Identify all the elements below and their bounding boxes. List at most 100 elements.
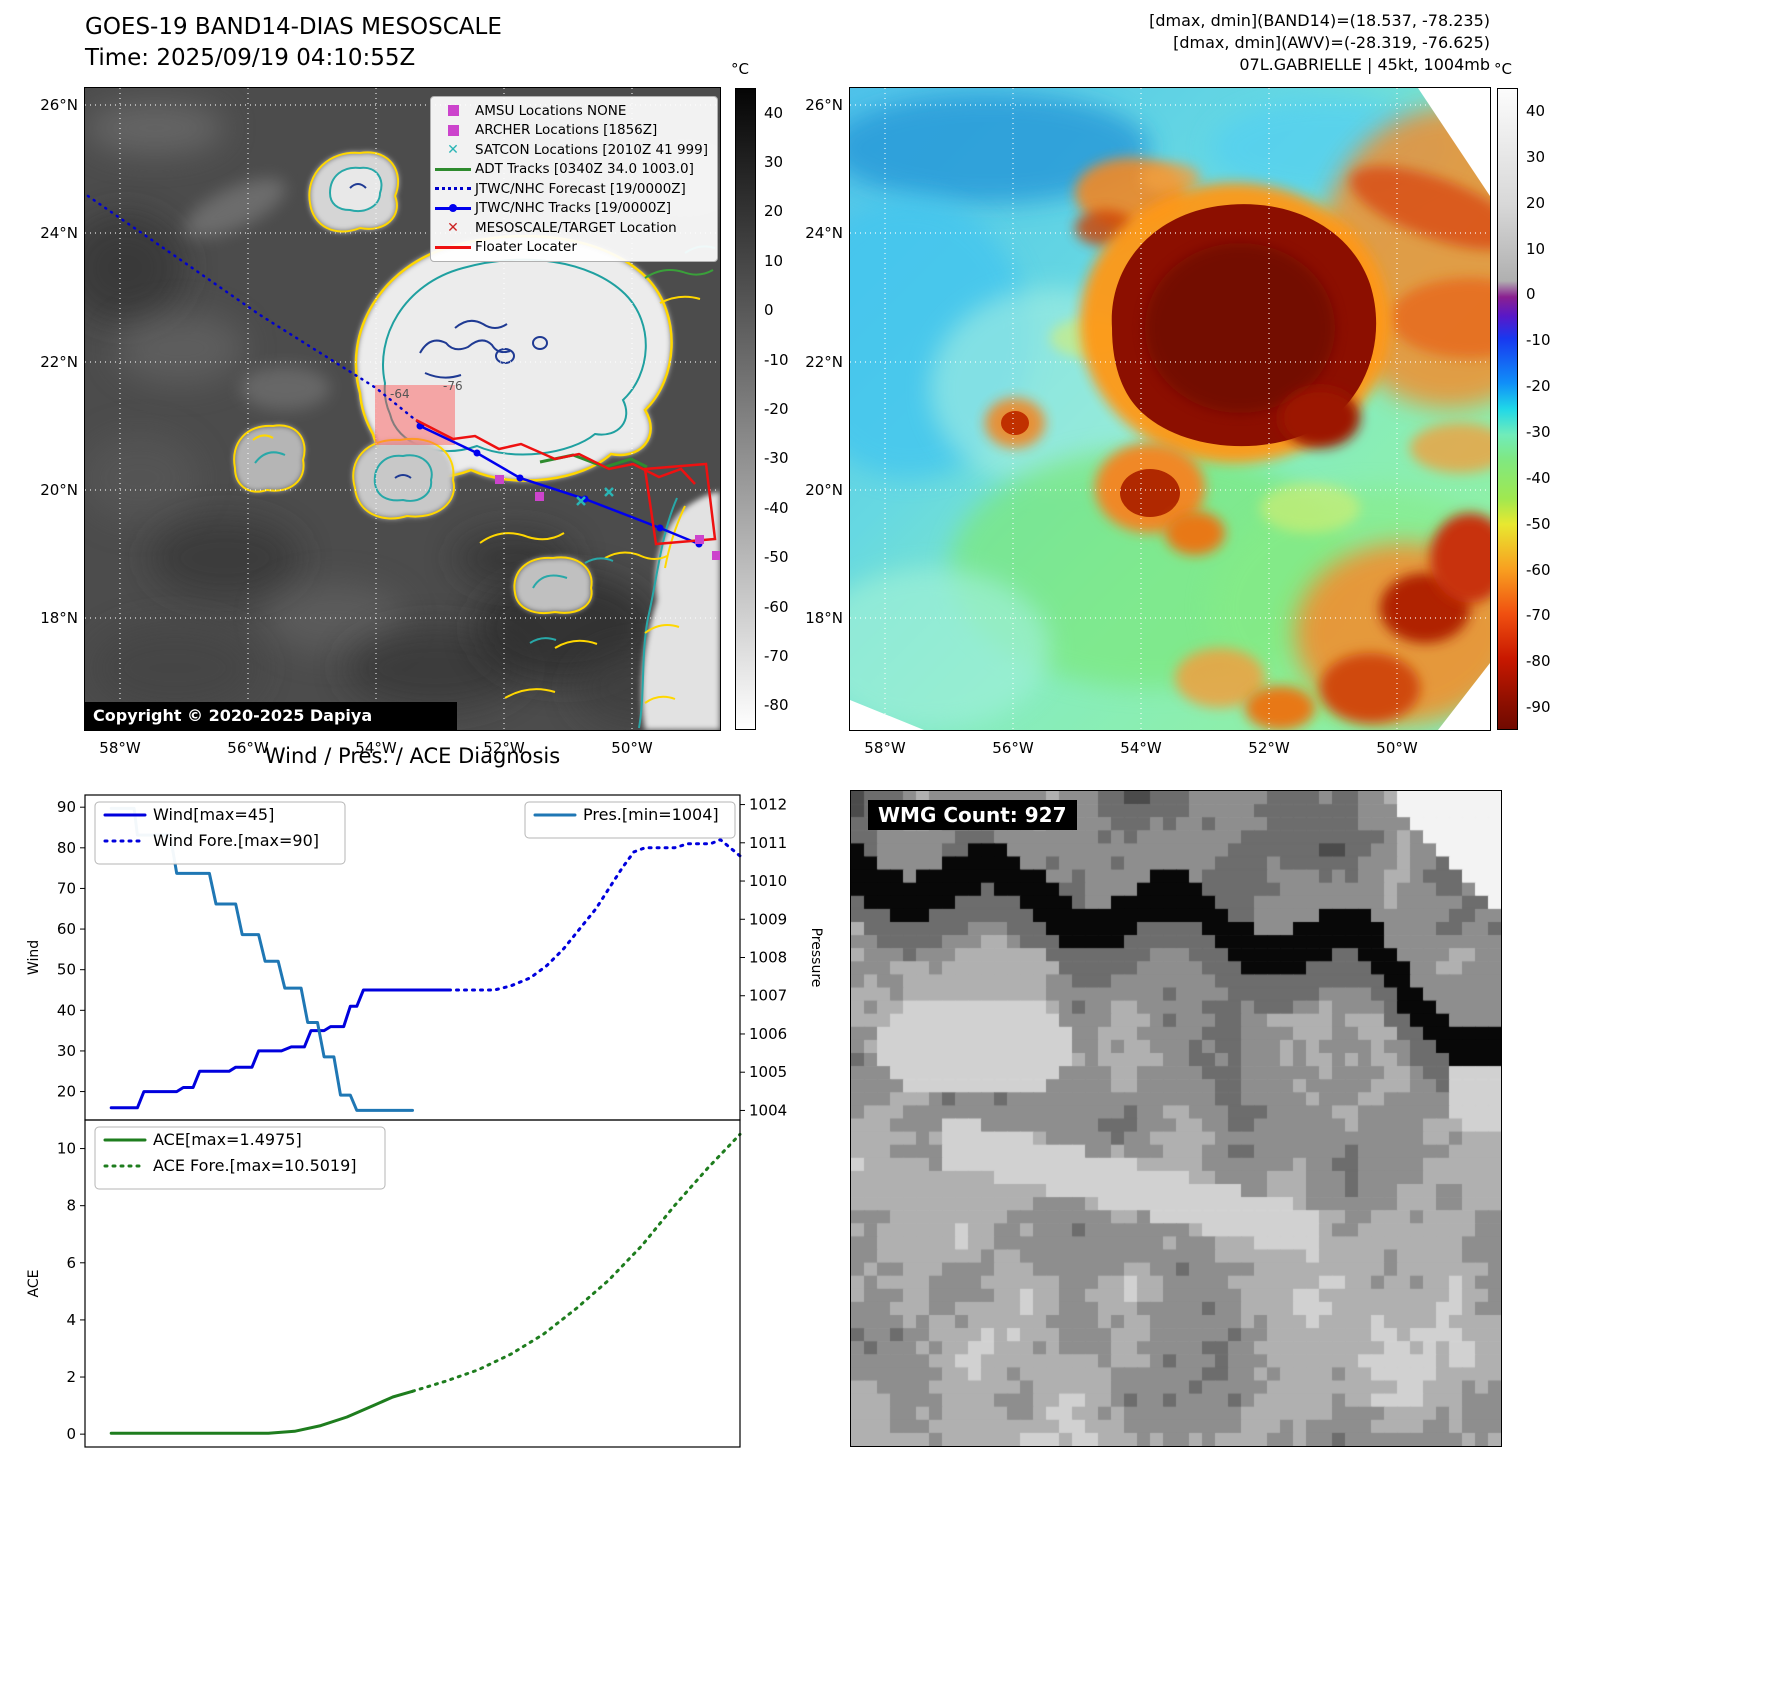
tl-x-tick: 56°W [227,739,269,757]
x-marker-icon: ✕ [447,219,459,236]
tl-colorbar-tick: 10 [764,251,784,270]
tl-y-tick: 22°N [40,353,78,371]
diagnosis-charts: 2030405060708090100410051006100710081009… [26,794,824,1448]
satcon-markers [576,487,614,506]
square-marker-icon [431,124,475,136]
y-tick-label: 70 [57,879,76,897]
tr-colorbar-tick: -10 [1526,331,1551,350]
tr-x-tick: 56°W [992,739,1034,757]
tl-colorbar-tick: -50 [764,548,789,567]
wmg-image [850,790,1502,1447]
y-tick-label: 50 [57,961,76,979]
contour-label: -76 [443,379,463,393]
south-blob [352,437,455,520]
wmg-count-label: WMG Count: 927 [868,800,1077,830]
tr-header-line2: [dmax, dmin](AWV)=(-28.319, -76.625) [1173,33,1490,52]
legend-item-label: SATCON Locations [2010Z 41 999] [475,141,708,158]
tl-y-tick: 26°N [40,96,78,114]
legend-item-label: JTWC/NHC Forecast [19/0000Z] [475,180,686,197]
legend-item-label: ADT Tracks [0340Z 34.0 1003.0] [475,161,694,178]
line-marker-icon [431,167,475,171]
tl-y-tick: 18°N [40,609,78,627]
copyright-label: Copyright © 2020-2025 Dapiya [85,702,457,730]
y2-tick-label: 1005 [749,1063,787,1081]
tl-colorbar-tick: -60 [764,597,789,616]
jtwc-track [419,424,700,546]
legend-item: Floater Locater [431,238,717,258]
tl-colorbar [735,88,756,730]
pressure-axis-label: Pressure [808,928,824,988]
chart-legend-label: ACE[max=1.4975] [153,1130,302,1149]
legend-item: AMSU Locations NONE [431,101,717,121]
tl-colorbar-tick: -80 [764,696,789,715]
y-tick-label: 20 [57,1083,76,1101]
tr-header-block: [dmax, dmin](BAND14)=(18.537, -78.235) [… [1149,10,1490,76]
y2-tick-label: 1007 [749,987,787,1005]
tl-colorbar-tick: -20 [764,400,789,418]
warm-cloud-blobs [985,108,1490,730]
jtwc-forecast-track [86,194,425,428]
legend-item: ✕ MESOSCALE/TARGET Location [431,218,717,238]
tr-colorbar-tick: -70 [1526,606,1551,625]
tl-title-block: GOES-19 BAND14-DIAS MESOSCALE Time: 2025… [85,12,502,74]
dotted-marker-icon [431,187,475,191]
tl-colorbar-tick: 20 [764,202,784,221]
nw-blob [308,151,400,233]
chart-legend-label: Wind Fore.[max=90] [153,831,319,850]
archer-markers [495,475,720,560]
y-tick-label: 80 [57,839,76,857]
tr-awv-map [849,87,1491,731]
bottom-blob [513,556,593,614]
y2-tick-label: 1011 [749,834,787,852]
legend-item-label: JTWC/NHC Tracks [19/0000Z] [475,200,672,217]
y-tick-label: 60 [57,920,76,938]
tr-colorbar-tick: -40 [1526,468,1551,487]
y-tick-label: 90 [57,798,76,816]
legend-item-label: MESOSCALE/TARGET Location [475,219,677,236]
tr-header-line3: 07L.GABRIELLE | 45kt, 1004mb [1239,55,1490,74]
tr-colorbar-tick: -60 [1526,560,1551,579]
y2-tick-label: 1004 [749,1101,787,1119]
tl-map-legend: AMSU Locations NONE ARCHER Locations [185… [430,96,718,262]
tl-x-tick: 54°W [355,739,397,757]
tr-colorbar-tick: -50 [1526,514,1551,533]
square-marker-icon [431,105,475,117]
legend-item-label: ARCHER Locations [1856Z] [475,122,658,139]
grid-lines [850,88,1490,730]
y-tick-label: 6 [66,1254,76,1272]
legend-item-label: AMSU Locations NONE [475,102,627,119]
tr-x-tick: 58°W [864,739,906,757]
tr-colorbar-tick: -90 [1526,698,1551,717]
chart-legend-label: ACE Fore.[max=10.5019] [153,1156,357,1175]
y-tick-label: 40 [57,1001,76,1019]
tl-colorbar-tick: 30 [764,153,784,172]
midleft-blob [233,424,306,493]
tr-colorbar-tick: 30 [1526,147,1546,166]
chart-legend [94,801,346,865]
tr-colorbar [1497,88,1518,730]
chart-legend-label: Pres.[min=1004] [583,805,719,824]
ace-axis-label: ACE [26,1270,42,1298]
tl-title: GOES-19 BAND14-DIAS MESOSCALE [85,14,502,40]
chart-legend [94,1126,386,1190]
legend-item: JTWC/NHC Forecast [19/0000Z] [431,179,717,199]
tr-header-line1: [dmax, dmin](BAND14)=(18.537, -78.235) [1149,11,1490,30]
line-marker-icon [431,245,475,249]
tl-colorbar-tick: -70 [764,646,789,665]
y2-tick-label: 1009 [749,910,787,928]
tl-colorbar-tick: -30 [764,449,789,468]
tr-colorbar-unit: °C [1494,60,1512,78]
tl-x-tick: 58°W [99,739,141,757]
series-ace-max- [109,1389,414,1435]
legend-item: ARCHER Locations [1856Z] [431,121,717,141]
tl-colorbar-tick: 40 [764,103,784,122]
tr-y-tick: 22°N [805,353,843,371]
series-ace-fore-max- [411,1132,742,1393]
tr-colorbar-tick: 20 [1526,193,1546,212]
tr-colorbar-tick: 40 [1526,101,1546,120]
y-tick-label: 0 [66,1425,76,1443]
tr-colorbar-tick: -30 [1526,422,1551,441]
tl-colorbar-unit: °C [731,60,749,78]
series-wind-max- [109,988,450,1110]
tl-colorbar-tick: -40 [764,498,789,517]
